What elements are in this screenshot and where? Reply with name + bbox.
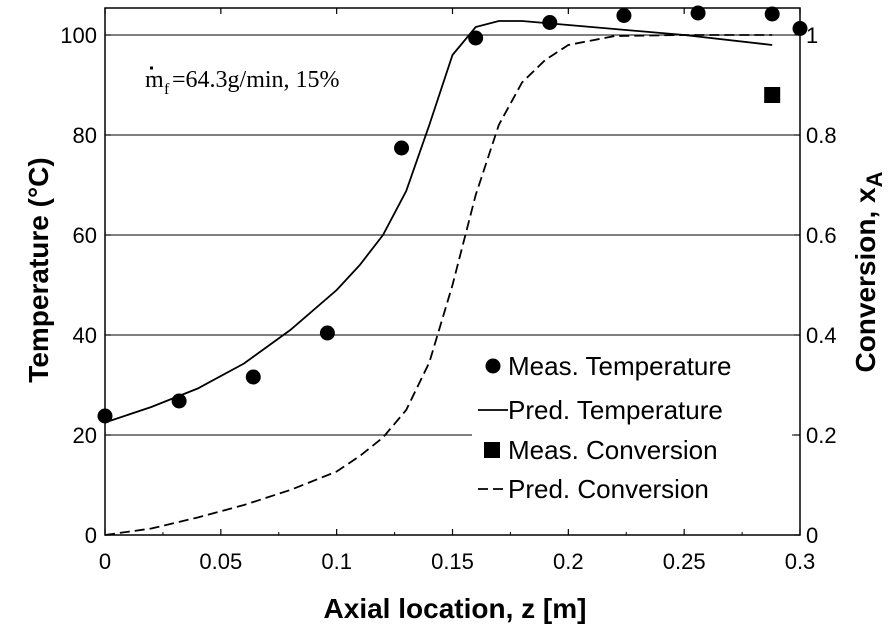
legend-label: Meas. Conversion bbox=[508, 435, 718, 465]
data-point-meas-temperature bbox=[764, 6, 780, 22]
legend-label: Pred. Conversion bbox=[508, 474, 709, 504]
legend-label: Pred. Temperature bbox=[508, 395, 723, 425]
legend-marker-square bbox=[484, 442, 500, 458]
data-point-meas-temperature bbox=[468, 30, 484, 46]
x-tick-label: 0.15 bbox=[431, 549, 474, 574]
y-left-tick-label: 20 bbox=[73, 423, 97, 448]
y-left-tick-label: 80 bbox=[73, 123, 97, 148]
legend-marker-circle bbox=[485, 358, 501, 374]
legend: Meas. Temperature Pred. Temperature Meas. … bbox=[472, 343, 792, 506]
y-right-tick-label: 1 bbox=[806, 23, 818, 48]
y-right-tick-label: 0.6 bbox=[806, 223, 837, 248]
data-point-meas-temperature bbox=[690, 5, 706, 21]
data-point-meas-temperature bbox=[792, 21, 808, 36]
series-layer bbox=[97, 5, 808, 536]
x-tick-label: 0 bbox=[99, 549, 111, 574]
y-left-tick-label: 60 bbox=[73, 223, 97, 248]
y-right-tick-label: 0.4 bbox=[806, 323, 837, 348]
x-tick-label: 0.1 bbox=[321, 549, 352, 574]
series-line-pred-conversion bbox=[104, 34, 773, 536]
data-point-meas-conversion bbox=[764, 87, 781, 103]
y-left-tick-label: 0 bbox=[85, 523, 97, 548]
y-right-title-sub: A bbox=[862, 171, 887, 187]
annotation-mdot-symbol: m bbox=[145, 67, 164, 93]
legend-background bbox=[472, 343, 792, 506]
axes: 0 0.05 0.1 0.15 0.2 0.25 0.302040608010000.20.… bbox=[60, 7, 837, 574]
data-point-meas-temperature bbox=[394, 140, 410, 156]
y-right-tick-label: 0.8 bbox=[806, 123, 837, 148]
y-left-tick-label: 40 bbox=[73, 323, 97, 348]
data-point-meas-temperature bbox=[319, 325, 335, 341]
x-tick-label: 0.2 bbox=[553, 549, 584, 574]
series-line-pred-temperature bbox=[104, 20, 773, 424]
annotation-text: =64.3g/min, 15% bbox=[172, 67, 340, 93]
legend-label: Meas. Temperature bbox=[508, 351, 732, 381]
x-tick-label: 0.25 bbox=[663, 549, 706, 574]
x-axis-title: Axial location, z [m] bbox=[324, 593, 587, 624]
y-left-tick-label: 100 bbox=[60, 23, 97, 48]
x-tick-label: 0.05 bbox=[199, 549, 242, 574]
y-left-axis-title: Temperature (°C) bbox=[23, 157, 54, 382]
data-point-meas-temperature bbox=[97, 408, 113, 424]
y-right-title-main: Conversion, x bbox=[850, 187, 881, 373]
y-right-tick-label: 0 bbox=[806, 523, 818, 548]
y-right-tick-label: 0.2 bbox=[806, 423, 837, 448]
y-right-axis-title: Conversion, xA bbox=[850, 171, 887, 372]
x-tick-label: 0.3 bbox=[785, 549, 816, 574]
data-point-meas-temperature bbox=[245, 369, 261, 385]
annotation-subscript: f bbox=[164, 81, 170, 98]
data-point-meas-temperature bbox=[616, 8, 632, 23]
